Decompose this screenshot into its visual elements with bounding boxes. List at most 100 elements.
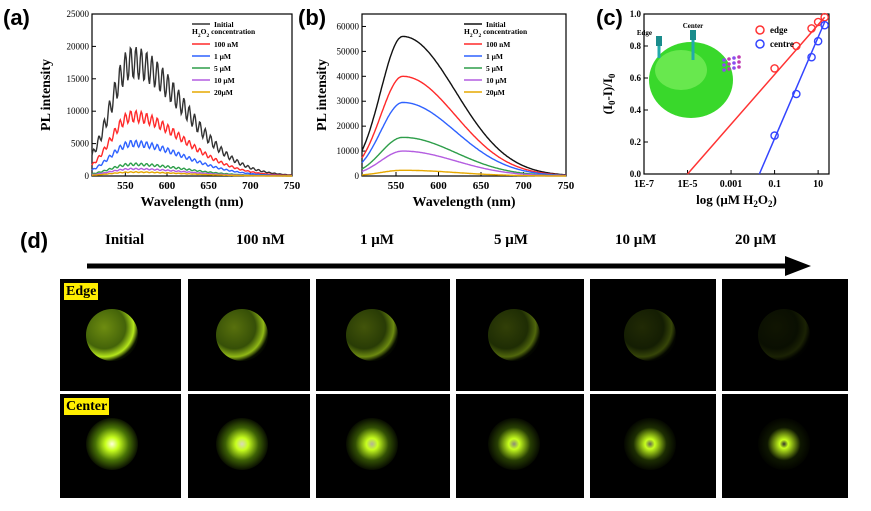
- fluorescence-image: [188, 279, 310, 391]
- series-line: [91, 139, 292, 177]
- legend-title: H2O2 concentration: [464, 27, 528, 39]
- y-tick-label: 0.2: [630, 137, 642, 147]
- data-point: [813, 17, 823, 27]
- fluorescence-image: [316, 279, 450, 391]
- y-tick-label: 0.0: [630, 169, 642, 179]
- inset-molecule: [722, 68, 726, 72]
- legend-entry: 5 μM: [486, 64, 503, 73]
- conc-label-100nm: 100 nM: [236, 232, 285, 248]
- conc-label-initial: Initial: [105, 232, 145, 248]
- chart-a: 550 600 650 700 750 0 5000 10000 15000 20000 25000…: [39, 9, 300, 210]
- series-line: [91, 109, 293, 177]
- panel-label-b: (b): [298, 5, 327, 30]
- x-tick-label: 700: [242, 180, 259, 192]
- x-tick-label: 600: [430, 180, 447, 192]
- chart-c: 1E-7 1E-5 0.001 0.1 10 0.0 0.2 0.4 0.6 0.8 1.0 log …: [600, 9, 830, 209]
- plot-frame: [91, 13, 293, 177]
- panel-label-d: (d): [20, 228, 49, 253]
- inset-molecule: [737, 65, 741, 69]
- inset-molecule: [727, 62, 731, 66]
- bead-glow: [624, 418, 676, 470]
- inset-molecule: [732, 66, 736, 70]
- fluorescence-image: [590, 279, 716, 391]
- x-tick-label: 750: [558, 180, 575, 192]
- inset-bead-highlight: [655, 50, 707, 90]
- legend-marker: [755, 39, 765, 49]
- fluorescence-image: [722, 394, 848, 498]
- y-tick-label: 20000: [67, 41, 90, 51]
- inset-molecule: [722, 58, 726, 62]
- y-tick-label: 0.4: [630, 105, 642, 115]
- chart-b: 550 600 650 700 750 0 10000 20000 30000 40000 5000…: [315, 13, 575, 210]
- bead-glow: [346, 309, 398, 361]
- fluorescence-image: [188, 394, 310, 498]
- y-tick-label: 50000: [337, 46, 360, 56]
- legend-entry: 100 nM: [214, 40, 238, 49]
- series-line: [361, 169, 566, 177]
- bead-glow: [758, 418, 810, 470]
- data-point: [813, 36, 823, 46]
- legend-entry: 10 μM: [486, 76, 507, 85]
- series-line: [361, 150, 566, 177]
- data-point: [820, 12, 829, 22]
- data-point: [820, 20, 829, 30]
- legend-entry: 1 μM: [214, 52, 231, 61]
- inset-molecule: [737, 55, 741, 59]
- x-tick-label: 0.1: [768, 179, 781, 190]
- row-label-edge: Edge: [64, 283, 99, 300]
- x-axis-label: log (μM H2O2): [696, 192, 777, 209]
- inset-molecule: [732, 56, 736, 60]
- data-point: [807, 24, 816, 33]
- inset-edge-probe-cap: [656, 36, 662, 46]
- fluorescence-image: Edge: [60, 279, 181, 391]
- x-tick-label: 0.001: [720, 179, 743, 190]
- conc-label-20um: 20 μM: [735, 232, 777, 248]
- y-tick-label: 15000: [67, 74, 90, 84]
- fluorescence-image: [722, 279, 848, 391]
- plot-frame: [643, 13, 830, 175]
- y-tick-label: 20000: [337, 121, 360, 131]
- fluorescence-image: [456, 394, 584, 498]
- fluorescence-image: [590, 394, 716, 498]
- legend-entry: 20μM: [214, 88, 233, 97]
- fluorescence-image: Center: [60, 394, 181, 498]
- legend-entry: centre: [770, 39, 794, 49]
- conc-label-1um: 1 μM: [360, 232, 394, 248]
- bead-glow: [488, 418, 540, 470]
- y-tick-label: 60000: [337, 21, 360, 31]
- inset-edge-label: Edge: [637, 29, 652, 37]
- legend-entry: Initial: [486, 20, 506, 29]
- y-tick-label: 40000: [337, 71, 360, 81]
- inset-center-label: Center: [683, 22, 704, 30]
- y-axis-label: PL intensity: [39, 59, 54, 131]
- x-tick-label: 750: [284, 180, 300, 192]
- inset-molecule: [737, 60, 741, 64]
- plot-frame: [361, 13, 567, 177]
- data-point: [770, 131, 779, 140]
- inset-molecule: [732, 61, 736, 65]
- legend-entry: edge: [770, 25, 788, 35]
- y-axis-label: (I0-I)/I0: [600, 73, 617, 114]
- conc-label-10um: 10 μM: [615, 232, 657, 248]
- x-tick-label: 650: [473, 180, 490, 192]
- legend-marker: [755, 25, 765, 35]
- inset-center-probe-cap: [690, 30, 696, 40]
- fluorescence-image: [456, 279, 584, 391]
- series-line: [91, 170, 292, 177]
- x-tick-label: 10: [813, 179, 823, 190]
- legend-title: H2O2 concentration: [192, 27, 256, 39]
- inset-molecule: [727, 67, 731, 71]
- y-tick-label: 10000: [337, 146, 360, 156]
- panel-label-c: (c): [596, 5, 623, 30]
- bead-glow: [488, 309, 540, 361]
- y-axis-label: PL intensity: [315, 59, 330, 131]
- panel-label-a: (a): [3, 5, 30, 30]
- y-tick-label: 25000: [67, 9, 90, 19]
- fit-line: [758, 21, 826, 175]
- data-point: [770, 64, 779, 73]
- inset-molecule: [727, 57, 731, 61]
- series-line: [361, 75, 567, 176]
- series-line: [361, 35, 566, 176]
- legend-entry: 100 nM: [486, 40, 510, 49]
- x-tick-label: 1E-7: [634, 179, 654, 190]
